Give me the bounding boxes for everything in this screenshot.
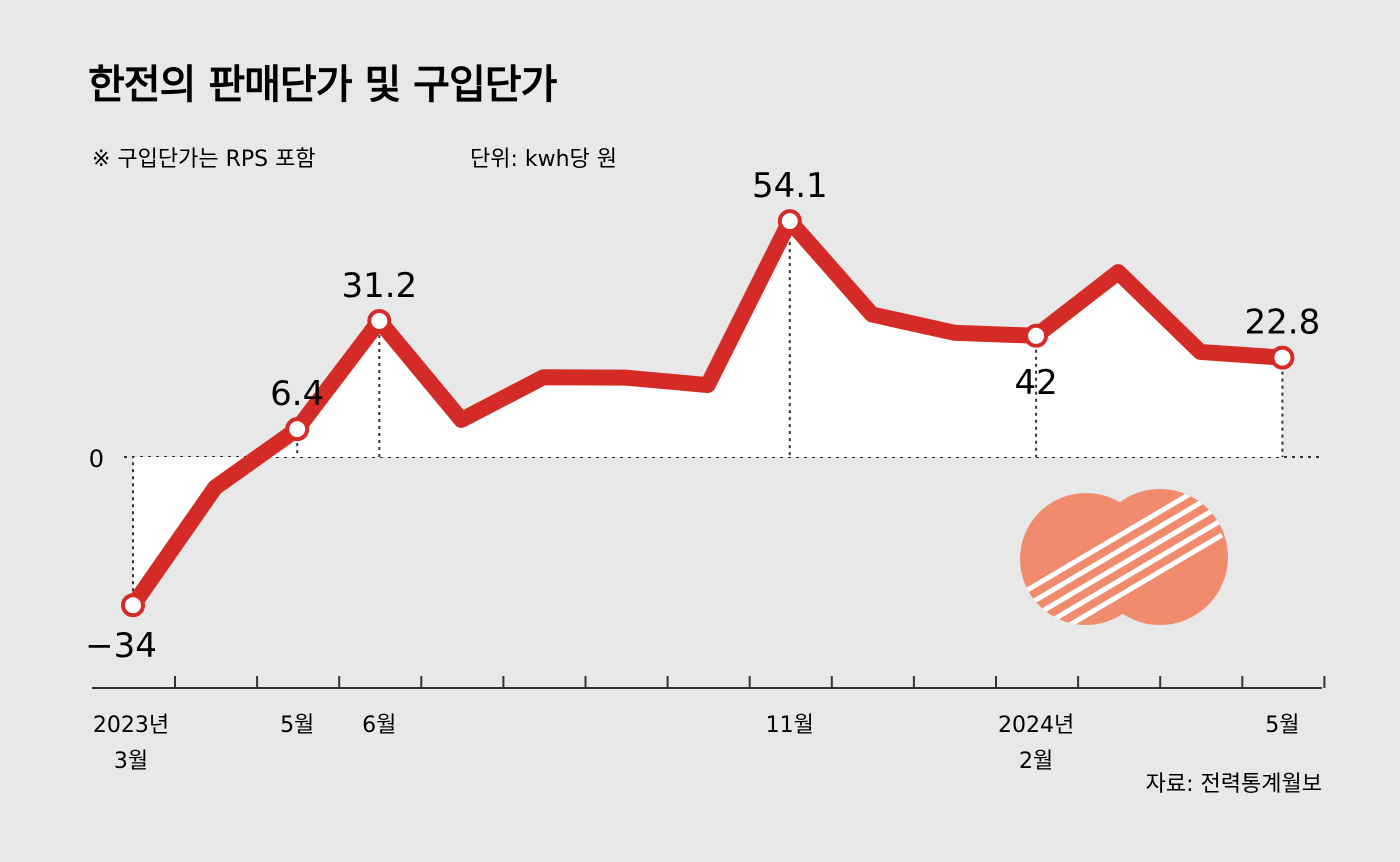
y-zero-label: 0 (89, 445, 104, 473)
x-label: 2월 (1019, 749, 1053, 774)
x-label: 5월 (280, 713, 314, 738)
data-point-marker (1270, 345, 1295, 370)
chart-note: ※ 구입단가는 RPS 포함 (92, 147, 316, 172)
x-label: 3월 (114, 749, 148, 774)
x-label: 2024년 (998, 713, 1074, 738)
x-label: 2023년 (93, 713, 169, 738)
data-point-marker (285, 417, 310, 442)
chart-unit: 단위: kwh당 원 (470, 147, 617, 172)
chart-source: 자료: 전력통계월보 (1146, 772, 1322, 797)
chart-title: 한전의 판매단가 및 구입단가 (88, 62, 558, 108)
data-label: 6.4 (270, 374, 324, 414)
data-label: 42 (1014, 363, 1057, 403)
data-point-marker (367, 308, 392, 333)
series-line (125, 213, 1291, 614)
data-label: 31.2 (341, 266, 417, 306)
data-point-marker (777, 209, 802, 234)
data-label: 22.8 (1245, 303, 1321, 343)
x-label: 5월 (1265, 713, 1299, 738)
area-fill (133, 221, 1283, 606)
x-label: 6월 (362, 713, 396, 738)
kepco-logo-icon (1020, 489, 1228, 625)
data-point-marker (121, 593, 145, 618)
x-label: 11월 (766, 713, 814, 738)
data-label: 54.1 (752, 166, 828, 206)
data-label: −34 (85, 626, 157, 666)
data-point-marker (1024, 323, 1049, 348)
